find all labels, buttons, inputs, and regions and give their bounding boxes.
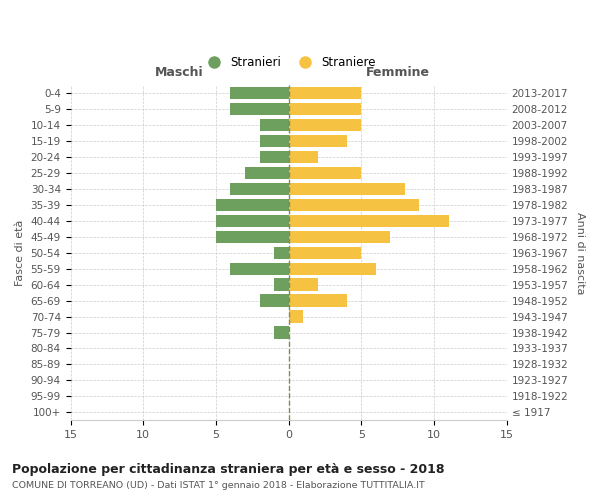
Bar (274, 326, 289, 339)
Bar (260, 151, 289, 164)
Bar (289, 310, 303, 323)
Bar (289, 151, 318, 164)
Bar (289, 230, 391, 243)
Bar (230, 103, 289, 116)
Bar (289, 87, 361, 100)
Bar (260, 294, 289, 307)
Y-axis label: Fasce di età: Fasce di età (15, 220, 25, 286)
Bar (289, 294, 347, 307)
Text: COMUNE DI TORREANO (UD) - Dati ISTAT 1° gennaio 2018 - Elaborazione TUTTITALIA.I: COMUNE DI TORREANO (UD) - Dati ISTAT 1° … (12, 481, 425, 490)
Bar (289, 246, 361, 259)
Text: Femmine: Femmine (365, 66, 430, 78)
Bar (216, 198, 289, 211)
Bar (289, 278, 318, 291)
Bar (230, 183, 289, 195)
Bar (289, 119, 361, 132)
Legend: Stranieri, Straniere: Stranieri, Straniere (197, 51, 380, 74)
Bar (245, 167, 289, 179)
Bar (289, 103, 361, 116)
Bar (289, 198, 419, 211)
Bar (216, 214, 289, 227)
Bar (274, 246, 289, 259)
Text: Maschi: Maschi (155, 66, 204, 78)
Bar (274, 278, 289, 291)
Text: Popolazione per cittadinanza straniera per età e sesso - 2018: Popolazione per cittadinanza straniera p… (12, 462, 445, 475)
Bar (230, 87, 289, 100)
Bar (289, 135, 347, 147)
Bar (260, 135, 289, 147)
Bar (289, 183, 405, 195)
Bar (289, 167, 361, 179)
Bar (230, 262, 289, 275)
Bar (260, 119, 289, 132)
Bar (216, 230, 289, 243)
Y-axis label: Anni di nascita: Anni di nascita (575, 212, 585, 294)
Bar (289, 214, 449, 227)
Bar (289, 262, 376, 275)
